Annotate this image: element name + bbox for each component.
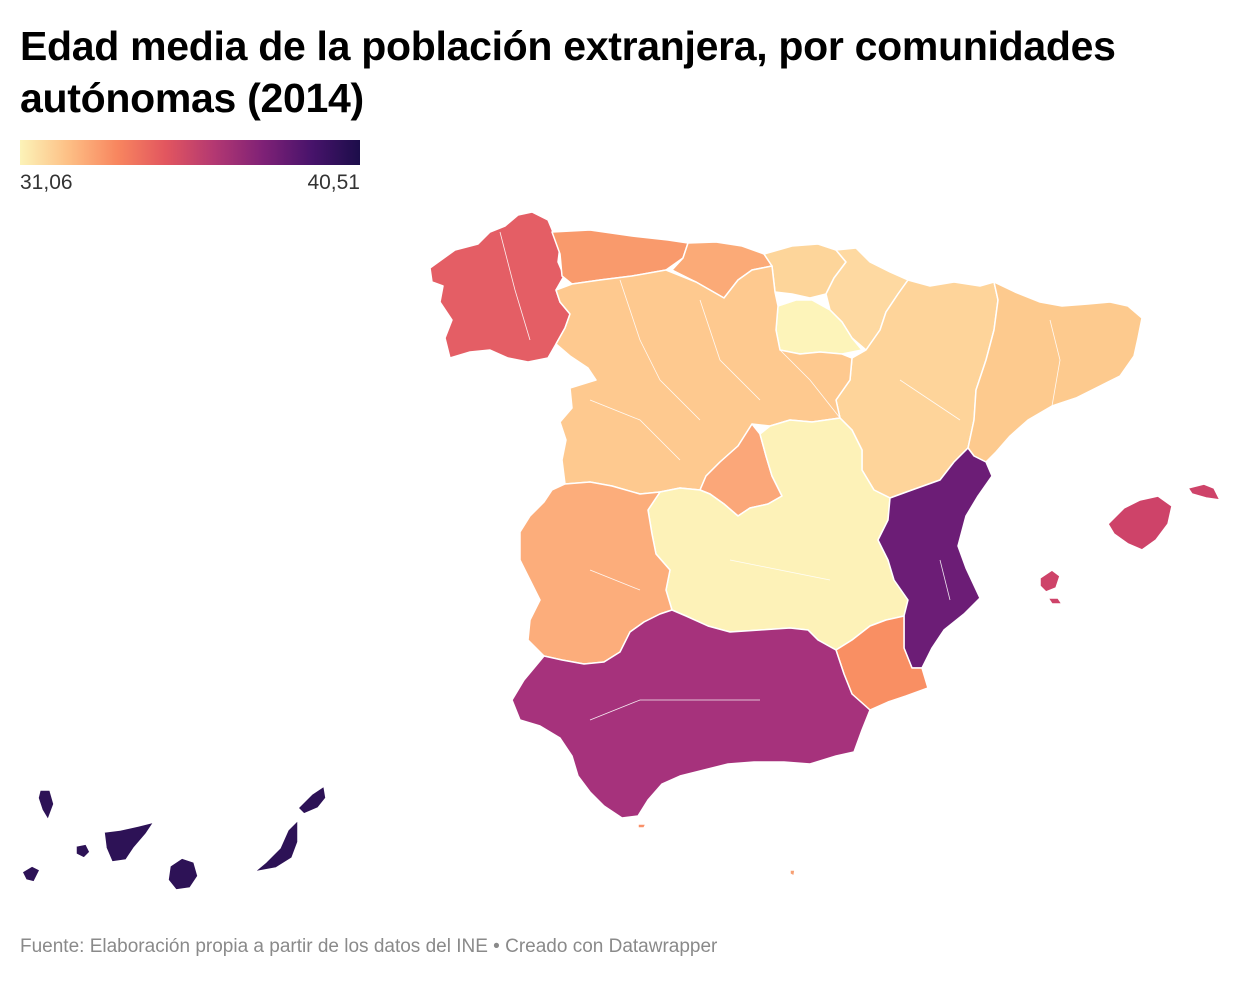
- region-comunidad-valenciana[interactable]: [877, 447, 993, 669]
- legend-min-label: 31,06: [20, 171, 73, 194]
- region-canarias-tenerife[interactable]: [103, 821, 155, 863]
- region-galicia[interactable]: [429, 211, 571, 363]
- legend-max-label: 40,51: [307, 171, 360, 194]
- chart-title: Edad media de la población extranjera, p…: [20, 23, 1116, 121]
- region-ceuta[interactable]: [637, 823, 647, 829]
- region-canarias-el-hierro[interactable]: [21, 865, 41, 883]
- legend-labels: 31,06 40,51: [20, 165, 360, 195]
- region-baleares-ibiza[interactable]: [1039, 569, 1061, 593]
- color-legend: 31,06 40,51: [20, 140, 360, 195]
- region-cataluna[interactable]: [967, 281, 1143, 463]
- region-melilla[interactable]: [789, 869, 796, 877]
- region-baleares-menorca[interactable]: [1187, 483, 1221, 501]
- region-andalucia[interactable]: [511, 609, 871, 819]
- region-baleares-formentera[interactable]: [1047, 597, 1063, 605]
- region-baleares-mallorca[interactable]: [1107, 495, 1173, 551]
- region-canarias-la-gomera[interactable]: [75, 843, 91, 859]
- region-canarias-la-palma[interactable]: [37, 789, 55, 821]
- region-canarias-lanzarote[interactable]: [297, 785, 327, 815]
- region-canarias-gran-canaria[interactable]: [167, 857, 199, 891]
- province-borders: [499, 231, 1061, 721]
- source-footer: Fuente: Elaboración propia a partir de l…: [20, 936, 718, 957]
- legend-gradient-bar: [20, 140, 360, 165]
- region-canarias-fuerteventura[interactable]: [253, 819, 299, 873]
